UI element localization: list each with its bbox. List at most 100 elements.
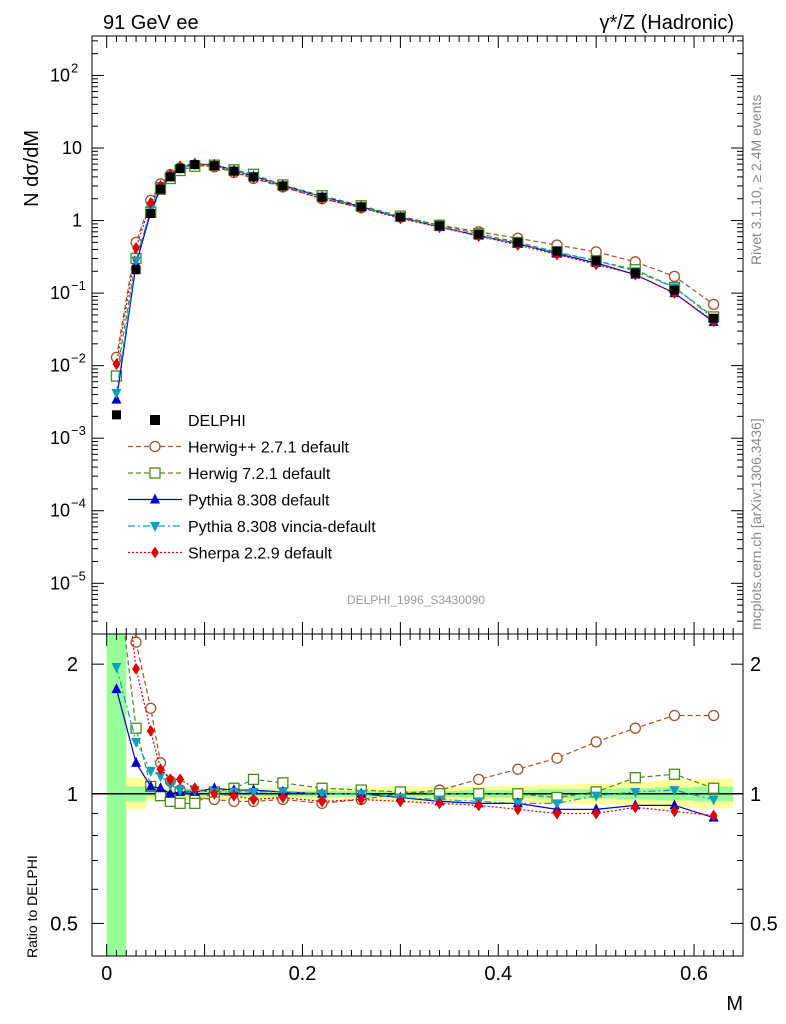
ratio-ytick-label-left: 2 [67,654,78,676]
ratio-point-pythia-8-308-vincia-default [248,787,259,798]
main-point-delphi [209,161,219,171]
ratio-point-herwig-2-7-1-default [512,763,524,775]
ratio-point-sherpa-2-2-9-default [166,773,175,786]
legend-marker-pythia-8-308-default [150,493,160,504]
ratio-point-herwig-7-2-1-default [473,788,485,800]
ratio-point-herwig-7-2-1-default [189,797,201,810]
ratio-point-herwig-2-7-1-default [473,773,485,786]
ratio-point-sherpa-2-2-9-default [318,795,327,808]
main-line-pythia-8-308-default [115,163,714,400]
main-point-sherpa-2-2-9-default [146,196,155,209]
ratio-ytick-label-right: 1 [750,784,761,806]
ratio-point-pythia-8-308-vincia-default [317,789,328,800]
ratio-band-inner [106,634,127,956]
main-point-herwig-2-7-1-default [707,298,720,310]
main-point-delphi [278,181,288,191]
ratio-point-pythia-8-308-default [165,787,176,798]
main-point-sherpa-2-2-9-default [112,358,121,371]
ratio-line-pythia-8-308-vincia-default [115,666,714,804]
main-ytick-label: 10 [50,573,70,593]
ratio-point-pythia-8-308-default [111,683,122,694]
main-ytick-label: 1 [72,211,82,231]
main-line-sherpa-2-2-9-default [115,162,714,365]
main-ytick-label: 10 [50,283,70,303]
ratio-point-sherpa-2-2-9-default [592,807,601,820]
mcplots-label: mcplots.cern.ch [arXiv:1306.3436] [748,418,764,630]
ratio-point-pythia-8-308-vincia-default [111,662,122,673]
legend-label-pythia-8-308-default: Pythia 8.308 default [188,493,330,510]
main-point-delphi [131,265,141,275]
ratio-ytick-label-left: 0.5 [50,913,78,935]
ratio-point-sherpa-2-2-9-default [670,805,679,818]
main-point-delphi [474,229,484,239]
ratio-point-pythia-8-308-vincia-default [669,786,680,797]
main-point-delphi [591,256,601,266]
main-point-delphi [146,209,156,219]
ratio-point-herwig-2-7-1-default [111,454,121,464]
ratio-point-sherpa-2-2-9-default [553,807,561,820]
ratio-point-pythia-8-308-vincia-default [175,786,186,797]
ratio-point-herwig-7-2-1-default [164,795,176,808]
main-point-delphi [317,192,327,202]
main-point-delphi [513,237,523,247]
legend-label-sherpa-2-2-9-default: Sherpa 2.2.9 default [188,546,333,563]
ratio-point-pythia-8-308-vincia-default [708,795,719,806]
xtick-label: 0.6 [680,963,708,985]
legend-marker-pythia-8-308-vincia-default [150,522,160,532]
legend-label-delphi: DELPHI [188,413,246,430]
main-point-delphi [190,160,200,170]
main-line-herwig-7-2-1-default [115,164,714,377]
main-ytick-label: 10 [50,65,70,85]
ratio-point-sherpa-2-2-9-default [249,793,258,806]
ratio-point-pythia-8-308-vincia-default [131,737,142,748]
main-point-herwig-7-2-1-default [110,370,123,382]
ratio-point-sherpa-2-2-9-default [112,487,120,499]
ratio-line-sherpa-2-2-9-default [131,634,714,817]
main-ytick-exponent: −5 [71,568,86,583]
legend: DELPHI Herwig++ 2.7.1 default Herwig 7.2.1… [128,413,376,563]
main-ylabel: N dσ/dM [21,130,43,207]
main-ytick-exponent: 2 [71,60,78,75]
ratio-point-pythia-8-308-default [145,780,156,791]
legend-marker-herwig-2-7-1-default [149,440,161,453]
ratio-point-herwig-7-2-1-default [668,768,681,780]
main-series-group [110,157,720,420]
ratio-point-sherpa-2-2-9-default [176,773,185,786]
ratio-point-pythia-8-308-vincia-default [145,766,156,777]
ratio-point-pythia-8-308-vincia-default [165,780,176,791]
ratio-ytick-label-right: 0.5 [750,913,778,935]
ratio-point-sherpa-2-2-9-default [435,797,444,810]
main-point-delphi [435,221,445,231]
header-right-title: γ*/Z (Hadronic) [600,12,734,34]
ratio-plot-frame [91,633,744,957]
watermark: DELPHI_1996_S3430090 [347,593,485,607]
ratio-point-sherpa-2-2-9-default [229,789,238,802]
legend-marker-herwig-7-2-1-default [149,467,161,479]
main-plot-frame [91,35,744,635]
main-ytick-label: 10 [50,356,70,376]
main-point-delphi [395,212,405,222]
legend-marker-sherpa-2-2-9-default [151,546,159,559]
ratio-point-pythia-8-308-default [155,782,166,793]
main-point-delphi [165,172,175,182]
main-point-delphi [175,164,185,174]
ratio-point-sherpa-2-2-9-default [146,724,155,737]
main-ytick-label: 10 [62,138,82,158]
main-ytick-label: 10 [50,501,70,521]
xtick-label: 0.4 [484,963,512,985]
legend-label-herwig-2-7-1-default: Herwig++ 2.7.1 default [188,440,350,457]
ratio-point-herwig-2-7-1-default [130,636,142,648]
ratio-uncertainty-bands [106,634,734,956]
ratio-point-pythia-8-308-default [131,756,142,767]
ratio-point-herwig-7-2-1-default [130,722,142,734]
ratio-point-pythia-8-308-vincia-default [630,787,641,798]
ratio-point-herwig-2-7-1-default [145,702,157,714]
ratio-point-sherpa-2-2-9-default [156,763,165,776]
main-ytick-exponent: −2 [71,351,86,366]
main-point-delphi [111,410,121,420]
ratio-point-herwig-2-7-1-default [707,709,720,722]
main-ytick-label: 10 [50,428,70,448]
main-line-pythia-8-308-vincia-default [115,163,715,394]
